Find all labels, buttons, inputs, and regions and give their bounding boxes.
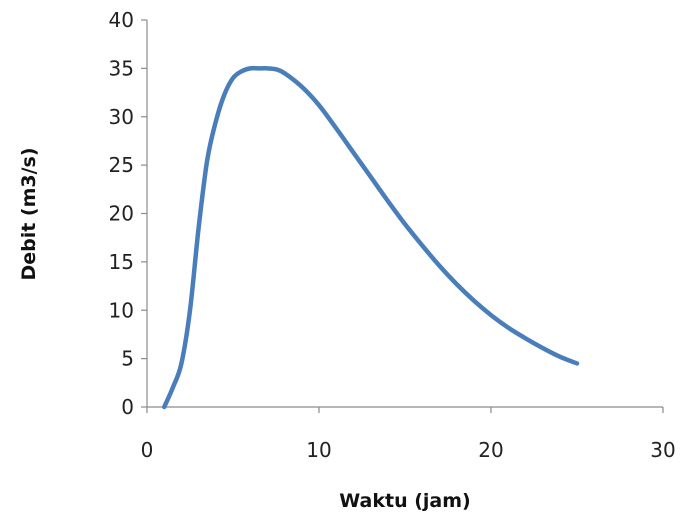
y-tick-label: 40 <box>109 8 134 32</box>
x-axis-title: Waktu (jam) <box>339 490 470 512</box>
y-tick-label: 30 <box>109 105 134 129</box>
y-tick-label: 5 <box>121 347 134 371</box>
x-ticks: 0 10 20 30 <box>141 407 676 462</box>
x-tick-label: 10 <box>306 438 331 462</box>
y-tick-label: 10 <box>109 298 134 322</box>
y-axis-title: Debit (m3/s) <box>18 147 40 280</box>
y-tick-label: 35 <box>109 56 134 80</box>
y-tick-label: 0 <box>121 395 134 419</box>
series-line <box>161 65 580 410</box>
y-tick-label: 20 <box>109 202 134 226</box>
y-ticks: 0 5 10 15 20 25 30 35 40 <box>109 8 147 419</box>
x-tick-label: 20 <box>478 438 503 462</box>
y-tick-label: 15 <box>109 250 134 274</box>
plot-area: 0 5 10 15 20 25 30 35 40 0 10 20 30 <box>109 8 676 462</box>
series-layer <box>161 65 580 410</box>
x-tick-label: 30 <box>650 438 675 462</box>
x-tick-label: 0 <box>141 438 154 462</box>
y-tick-label: 25 <box>109 153 134 177</box>
